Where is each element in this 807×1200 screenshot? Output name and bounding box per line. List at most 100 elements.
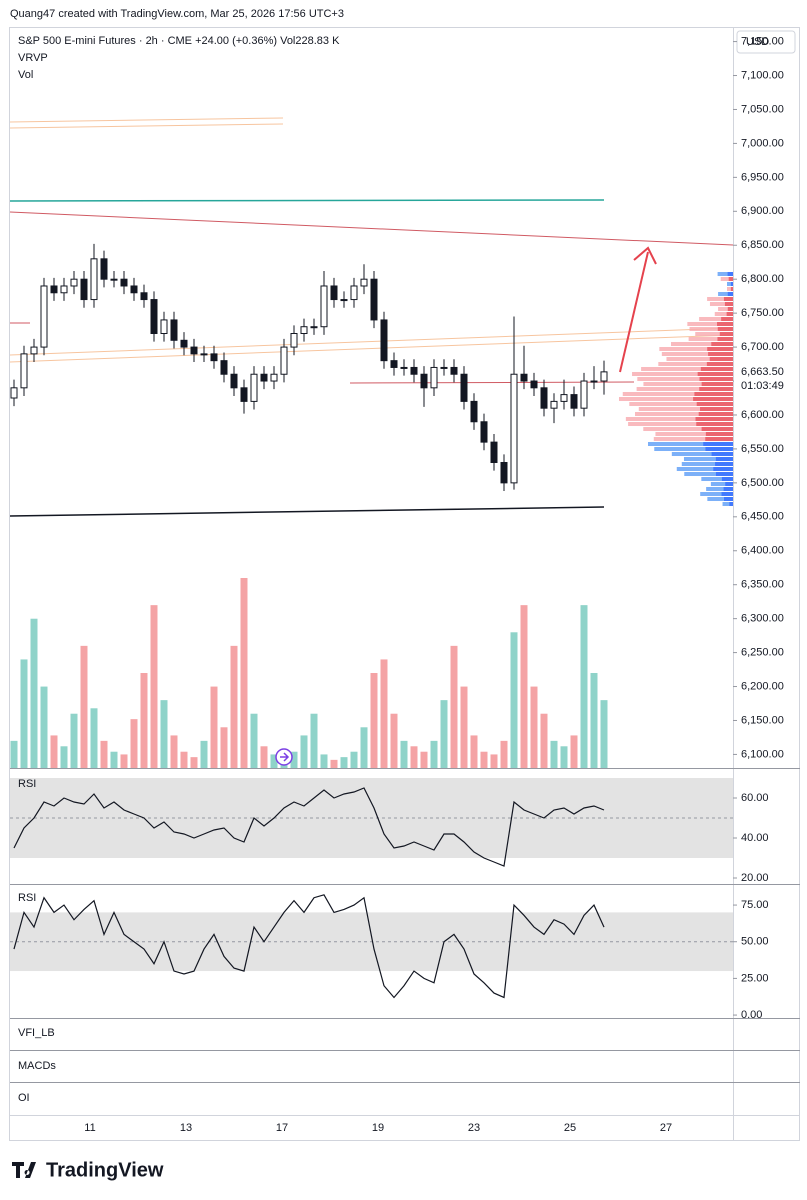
profile-bar xyxy=(722,502,733,506)
profile-bar xyxy=(653,437,733,441)
candle-body xyxy=(30,346,38,355)
y-tick-label: 6,550.00 xyxy=(741,443,784,455)
arrow-head xyxy=(633,246,657,265)
y-tick-label: 6,950.00 xyxy=(741,171,784,183)
profile-bar xyxy=(671,342,733,346)
profile-bar xyxy=(699,377,733,381)
volume-bar xyxy=(500,740,508,768)
y-tick-label: 50.00 xyxy=(741,936,769,948)
y-tick-label: 6,500.00 xyxy=(741,477,784,489)
y-tick-label: 20.00 xyxy=(741,872,769,884)
volume-bar xyxy=(180,751,188,768)
profile-bar xyxy=(715,457,733,461)
y-tick-label: 0.00 xyxy=(741,1009,762,1021)
profile-bar xyxy=(666,357,733,361)
profile-bar xyxy=(698,412,733,416)
profile-bar xyxy=(643,427,733,431)
price-label-box xyxy=(734,363,794,394)
trendline xyxy=(9,327,734,356)
y-tick-label: 60.00 xyxy=(741,792,769,804)
profile-bar xyxy=(730,287,733,291)
profile-bar xyxy=(727,282,733,286)
profile-bar xyxy=(721,317,733,321)
volume-bar xyxy=(300,735,308,768)
profile-bar xyxy=(689,327,733,331)
x-tick-label: 13 xyxy=(180,1122,192,1134)
volume-bar xyxy=(320,754,328,768)
logo-mark xyxy=(12,1162,36,1178)
candle-body xyxy=(310,326,318,329)
candle-body xyxy=(540,387,548,409)
profile-bar xyxy=(707,297,733,301)
profile-bar xyxy=(676,467,733,471)
y-tick-label: 7,050.00 xyxy=(741,103,784,115)
candle-body xyxy=(240,387,248,402)
volume-bar xyxy=(310,713,318,768)
profile-bar xyxy=(700,492,733,496)
candle-body xyxy=(350,285,358,301)
candle-body xyxy=(100,258,108,280)
candle-body xyxy=(70,278,78,287)
last-price: 6,663.50 xyxy=(741,366,784,378)
profile-bar xyxy=(628,422,733,426)
trendline xyxy=(9,123,284,129)
y-tick-label: 6,300.00 xyxy=(741,613,784,625)
profile-bar xyxy=(708,352,733,356)
indicator-legend: Vol xyxy=(18,69,33,81)
trendline xyxy=(9,334,734,363)
pane-label: RSI xyxy=(18,778,36,790)
profile-bar xyxy=(671,452,733,456)
y-tick-label: 40.00 xyxy=(741,832,769,844)
y-tick-label: 6,900.00 xyxy=(741,205,784,217)
candle-body xyxy=(520,373,528,382)
volume-bar xyxy=(220,727,228,768)
volume-bar xyxy=(250,713,258,768)
y-tick-label: 6,250.00 xyxy=(741,646,784,658)
pane-label: RSI xyxy=(18,892,36,904)
candle-body xyxy=(530,380,538,389)
volume-bar xyxy=(240,578,248,768)
candle-body xyxy=(220,360,228,375)
candle-body xyxy=(260,373,268,382)
volume-bar xyxy=(120,754,128,768)
candle-body xyxy=(60,285,68,294)
volume-bar xyxy=(460,686,468,768)
arrow xyxy=(619,251,649,373)
profile-bar xyxy=(654,447,733,451)
y-tick-label: 7,100.00 xyxy=(741,69,784,81)
profile-bar xyxy=(637,377,733,381)
candle-body xyxy=(130,285,138,294)
candle-body xyxy=(180,339,188,348)
volume-bar xyxy=(420,751,428,768)
volume-bar xyxy=(110,751,118,768)
volume-bar xyxy=(170,735,178,768)
volume-bar xyxy=(510,632,518,768)
candle-body xyxy=(550,400,558,409)
profile-bar xyxy=(700,367,733,371)
profile-bar xyxy=(687,322,733,326)
candle-body xyxy=(480,421,488,443)
drawings xyxy=(9,117,734,517)
candle-body xyxy=(400,366,408,369)
profile-bar xyxy=(711,342,733,346)
profile-bar xyxy=(659,347,733,351)
profile-bar xyxy=(719,332,733,336)
volume-bar xyxy=(70,713,78,768)
volume-bar xyxy=(360,727,368,768)
rsi-line xyxy=(13,894,605,999)
x-tick-label: 25 xyxy=(564,1122,576,1134)
profile-bar xyxy=(694,392,733,396)
candle-body xyxy=(410,366,418,375)
profile-bar xyxy=(714,312,733,316)
volume-bar xyxy=(560,746,568,768)
volume-bar xyxy=(520,605,528,768)
volume-bar xyxy=(260,746,268,768)
candle-body xyxy=(140,292,148,301)
profile-bar xyxy=(715,472,733,476)
volume-bar xyxy=(190,757,198,768)
y-tick-label: 6,750.00 xyxy=(741,307,784,319)
y-tick-label: 6,100.00 xyxy=(741,748,784,760)
brand: TradingView xyxy=(46,1159,164,1181)
volume-bar xyxy=(580,605,588,768)
